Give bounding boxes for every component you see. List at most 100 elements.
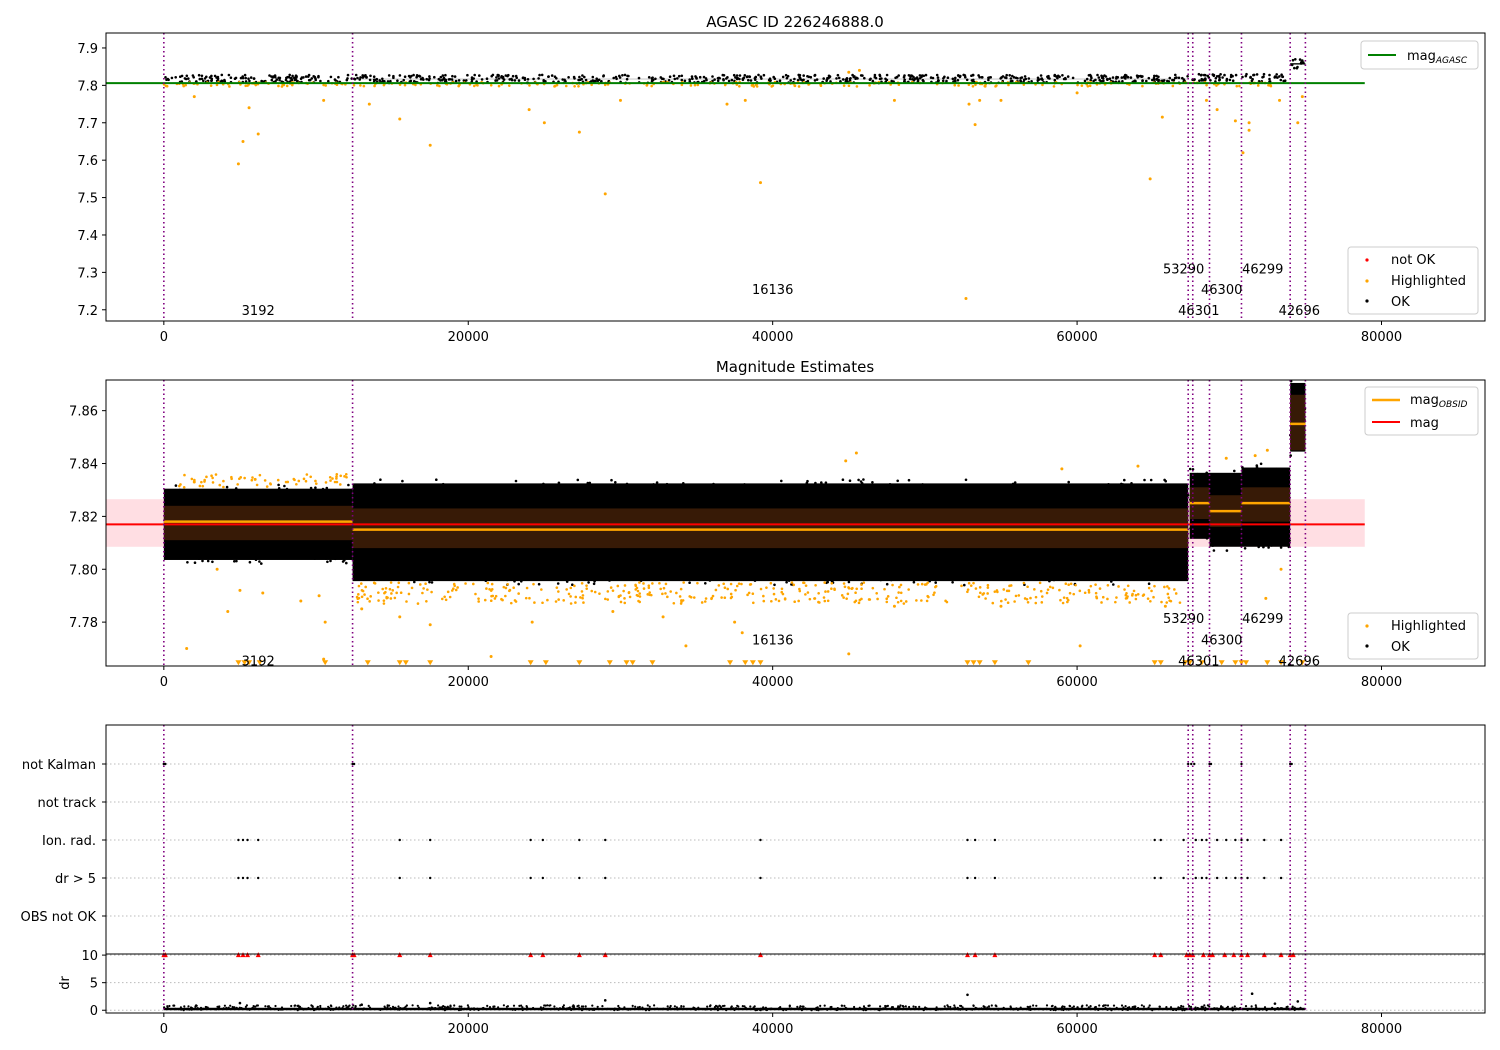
ok-point — [1268, 77, 1271, 81]
ok-point — [1118, 554, 1122, 558]
dr-point — [1110, 1009, 1113, 1012]
observation-label: 53290 — [1163, 612, 1204, 627]
dr-point — [988, 1007, 991, 1010]
ok-point — [1206, 74, 1210, 78]
ok-point — [650, 79, 654, 83]
ok-point — [205, 75, 208, 79]
ok-point — [1066, 561, 1069, 564]
highlighted-point — [797, 85, 801, 88]
ok-point — [901, 506, 904, 509]
ok-point — [520, 577, 523, 581]
ok-point — [554, 572, 557, 575]
highlighted-point — [569, 586, 573, 590]
dr-point — [925, 1007, 928, 1010]
highlighted-point — [416, 602, 420, 605]
ok-point — [735, 74, 739, 77]
ok-point — [780, 479, 783, 483]
flag-point — [1225, 838, 1228, 842]
highlighted-point — [524, 596, 528, 600]
dr-point — [1189, 1005, 1193, 1009]
dr-point — [311, 1005, 314, 1009]
highlighted-point — [1148, 177, 1152, 181]
x-tick-label: 0 — [160, 1022, 168, 1037]
dr-point — [477, 1008, 480, 1012]
ok-point — [1153, 565, 1157, 569]
ok-point — [365, 76, 368, 79]
ok-point — [229, 76, 233, 79]
ok-point — [597, 558, 600, 562]
ok-point — [948, 554, 952, 557]
dr-point — [839, 1008, 842, 1011]
dr-point — [1108, 1007, 1111, 1010]
dr-point — [548, 1004, 551, 1007]
highlighted-point — [860, 583, 863, 586]
dr-point — [779, 1006, 782, 1009]
dr-point — [360, 1003, 364, 1007]
dr-point — [1063, 1005, 1066, 1009]
highlighted-point — [749, 582, 753, 586]
dr-point — [1235, 1007, 1238, 1010]
dr-point — [730, 1005, 733, 1008]
highlighted-point — [611, 589, 615, 592]
ok-point — [400, 570, 403, 573]
ok-point — [768, 77, 772, 80]
ok-point — [824, 481, 828, 485]
dr-point — [880, 1008, 883, 1011]
dr-point — [302, 1008, 305, 1011]
ok-point — [164, 541, 167, 544]
highlighted-point — [236, 162, 240, 166]
ok-point — [1158, 489, 1162, 493]
highlighted-point — [978, 98, 982, 102]
highlighted-point — [1086, 84, 1090, 88]
ok-point — [921, 78, 925, 82]
x-tick-label: 60000 — [1056, 1022, 1097, 1037]
dr-point — [1296, 1000, 1300, 1003]
ok-point — [465, 79, 468, 82]
highlighted-point — [209, 84, 213, 87]
dr-point — [897, 1005, 900, 1008]
ok-point — [812, 575, 816, 579]
highlighted-point — [978, 591, 982, 595]
ok-point — [1225, 79, 1228, 82]
dr-point — [497, 1006, 500, 1009]
ok-point — [1092, 555, 1095, 559]
highlighted-point — [966, 590, 969, 594]
ok-point — [381, 493, 385, 497]
ok-point — [744, 553, 747, 557]
ok-point — [1012, 76, 1016, 79]
flag-point — [966, 838, 969, 842]
flag-label: dr > 5 — [55, 872, 96, 887]
dr-point — [427, 1007, 430, 1010]
ok-point — [614, 75, 618, 79]
ok-point — [897, 74, 900, 77]
highlighted-point — [389, 581, 393, 584]
ok-point — [334, 79, 338, 82]
highlighted-point — [1095, 595, 1098, 599]
ok-point — [1212, 531, 1216, 535]
highlighted-point — [363, 593, 366, 596]
ok-point — [602, 74, 605, 78]
ok-point — [1168, 76, 1172, 80]
ok-point — [718, 551, 721, 555]
highlighted-point — [770, 599, 773, 603]
highlighted-point — [299, 599, 303, 603]
highlighted-point — [688, 595, 692, 598]
ok-point — [567, 572, 570, 575]
ok-point — [930, 490, 933, 493]
ok-point — [1079, 576, 1083, 580]
clipped-dr-marker — [351, 952, 357, 958]
ok-point — [1138, 555, 1142, 558]
highlighted-point — [254, 83, 258, 87]
ok-point — [992, 547, 995, 551]
ok-point — [660, 558, 664, 561]
highlighted-point — [491, 594, 495, 598]
ok-point — [371, 496, 375, 500]
ok-point — [405, 554, 409, 558]
ok-point — [1039, 486, 1042, 490]
highlighted-point — [222, 479, 225, 483]
ok-point — [647, 76, 651, 79]
highlighted-point — [927, 595, 930, 599]
ok-point — [306, 492, 310, 496]
ok-point — [1123, 478, 1126, 482]
dr-point — [965, 1008, 968, 1011]
